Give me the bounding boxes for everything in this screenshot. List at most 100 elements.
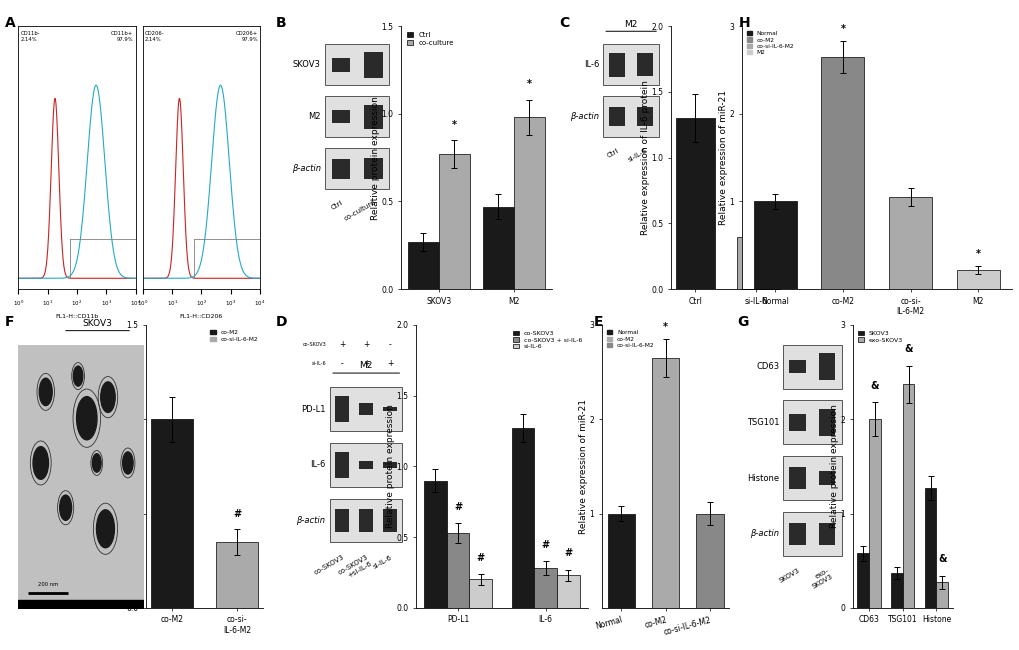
Circle shape [93, 454, 101, 472]
Y-axis label: Relative protein expression: Relative protein expression [385, 404, 394, 528]
Text: IL-6: IL-6 [584, 60, 599, 70]
Bar [637, 53, 652, 76]
Bar [383, 407, 396, 411]
Text: -: - [388, 341, 391, 349]
Y-axis label: Relative expression of miR-21: Relative expression of miR-21 [579, 399, 587, 534]
Text: #: # [233, 509, 240, 519]
Y-axis label: Relative protein expression: Relative protein expression [370, 96, 379, 220]
Bar [335, 396, 348, 422]
Bar [676, 118, 714, 289]
Text: β-actin: β-actin [30, 418, 58, 427]
Text: PD-L1: PD-L1 [34, 362, 58, 371]
Legend: Normal, co-M2, co-si-IL-6-M2, M2: Normal, co-M2, co-si-IL-6-M2, M2 [744, 29, 796, 57]
Bar [902, 384, 913, 608]
Text: G: G [737, 315, 748, 330]
Bar [364, 159, 382, 179]
Text: si-IL-6: si-IL-6 [627, 148, 647, 163]
Text: D: D [275, 315, 286, 330]
Bar [424, 480, 446, 608]
Text: exo-
SKOV3: exo- SKOV3 [806, 567, 833, 590]
Text: M2: M2 [359, 361, 373, 370]
Text: 200 nm: 200 nm [38, 582, 58, 587]
Bar [696, 514, 722, 608]
Circle shape [122, 452, 132, 474]
Text: β-actin: β-actin [296, 516, 325, 525]
Text: Ctrl: Ctrl [606, 148, 620, 159]
Bar [868, 419, 879, 608]
Bar [783, 456, 841, 500]
Text: CD63: CD63 [755, 362, 779, 371]
Circle shape [97, 510, 114, 548]
Bar [820, 57, 863, 289]
Text: &: & [937, 554, 946, 564]
Text: co-si-
IL-6-M2: co-si- IL-6-M2 [93, 456, 121, 480]
Bar [789, 523, 805, 545]
Text: A: A [5, 16, 16, 31]
Text: +: + [363, 359, 369, 368]
Text: co-SKOV3
+si-IL-6: co-SKOV3 +si-IL-6 [336, 554, 372, 582]
Text: *: * [451, 120, 457, 129]
Circle shape [73, 366, 83, 386]
Bar [935, 582, 948, 608]
Text: SKOV3: SKOV3 [292, 60, 320, 70]
Circle shape [39, 378, 52, 406]
Bar [817, 523, 835, 545]
Text: M2: M2 [308, 112, 320, 121]
Bar [63, 400, 132, 445]
Bar [924, 488, 935, 608]
Text: co-culture: co-culture [342, 200, 376, 222]
Bar [446, 533, 469, 608]
Bar [602, 44, 658, 85]
Bar [70, 358, 91, 376]
Circle shape [101, 382, 115, 412]
Bar [408, 242, 438, 289]
Bar [783, 512, 841, 556]
Bar [216, 542, 258, 608]
Bar [783, 400, 841, 445]
Bar [789, 360, 805, 373]
X-axis label: FL1-H::CD206: FL1-H::CD206 [179, 314, 223, 319]
Text: H: H [738, 16, 749, 31]
Circle shape [33, 447, 49, 479]
Bar [105, 411, 124, 434]
Text: TSG101: TSG101 [746, 418, 779, 427]
Text: &: & [870, 381, 878, 391]
Text: co-SKOV3: co-SKOV3 [313, 554, 344, 576]
Bar [335, 452, 348, 478]
Bar [330, 499, 401, 543]
Text: co-SKOV3: co-SKOV3 [303, 343, 326, 347]
Bar [789, 414, 805, 430]
Circle shape [76, 396, 97, 440]
Text: β-actin: β-actin [570, 112, 599, 121]
Bar [359, 403, 373, 415]
Bar [889, 197, 931, 289]
Text: *: * [527, 79, 531, 89]
Bar [817, 409, 835, 436]
Bar [789, 467, 805, 489]
Bar [817, 471, 835, 485]
Bar [608, 53, 625, 77]
Bar [383, 510, 396, 532]
Bar [753, 202, 796, 289]
Bar [956, 270, 999, 289]
Bar [534, 568, 556, 608]
Text: +: + [338, 341, 345, 349]
Text: #: # [564, 548, 572, 558]
Bar [63, 344, 132, 389]
Bar [856, 553, 868, 608]
Text: M2: M2 [624, 20, 637, 29]
Text: PD-L1: PD-L1 [301, 404, 325, 413]
Circle shape [60, 495, 71, 521]
Text: co-M2: co-M2 [62, 456, 84, 471]
Text: si-IL-6: si-IL-6 [312, 361, 326, 366]
Text: β-actin: β-actin [291, 164, 320, 173]
Bar [331, 159, 351, 179]
Bar [330, 443, 401, 487]
Text: CD206-
2.14%: CD206- 2.14% [145, 31, 165, 42]
Bar [607, 514, 634, 608]
Text: si-IL-6: si-IL-6 [372, 554, 393, 569]
Text: -: - [340, 359, 343, 368]
Bar [331, 58, 351, 72]
Bar [602, 96, 658, 137]
Text: *: * [662, 322, 667, 332]
